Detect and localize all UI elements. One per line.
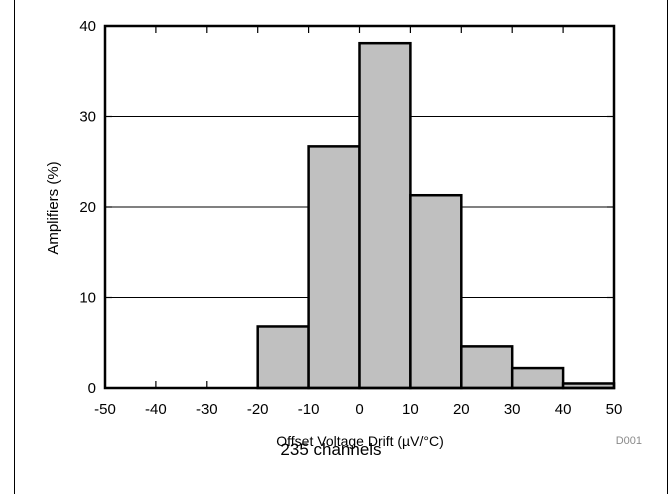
bar--10-to-0 [307, 145, 361, 390]
page-border-left [14, 0, 15, 494]
x-tick-label--40: -40 [145, 401, 167, 418]
x-axis-label: Offset Voltage Drift (µV/°C) [276, 433, 443, 449]
x-tick-labels: -50 -40 -30 -20 -10 0 10 20 30 40 50 [94, 401, 622, 418]
y-tick-label-30: 30 [79, 109, 96, 126]
x-tick-label--20: -20 [247, 401, 269, 418]
page-border-right [667, 0, 668, 494]
histogram-bars [256, 41, 616, 390]
bar-30-to-40 [510, 366, 565, 390]
sample-size-note: 235 channels [0, 440, 672, 460]
x-tick-label--50: -50 [94, 401, 116, 418]
x-tick-label-40: 40 [555, 401, 572, 418]
y-tick-labels: 0 10 20 30 40 [79, 18, 96, 397]
y-tick-label-10: 10 [79, 290, 96, 307]
x-tick-label-0: 0 [355, 401, 363, 418]
y-axis-label: Amplifiers (%) [45, 161, 62, 254]
tick-marks [104, 25, 615, 389]
bar-0-to-10 [358, 41, 412, 390]
x-tick-label-50: 50 [606, 401, 623, 418]
x-tick-label-10: 10 [402, 401, 419, 418]
y-tick-label-40: 40 [79, 18, 96, 35]
x-tick-label--10: -10 [298, 401, 320, 418]
sample-size-text: 235 channels [280, 440, 382, 459]
y-tick-label-0: 0 [88, 380, 96, 397]
y-tick-label-20: 20 [79, 199, 96, 216]
bar-20-to-30 [460, 345, 514, 390]
x-tick-label-30: 30 [504, 401, 521, 418]
x-tick-label--30: -30 [196, 401, 218, 418]
bar--20-to--10 [256, 325, 310, 390]
figure-tag: D001 [616, 435, 642, 447]
bar-10-to-20 [409, 193, 463, 390]
x-tick-label-20: 20 [453, 401, 470, 418]
